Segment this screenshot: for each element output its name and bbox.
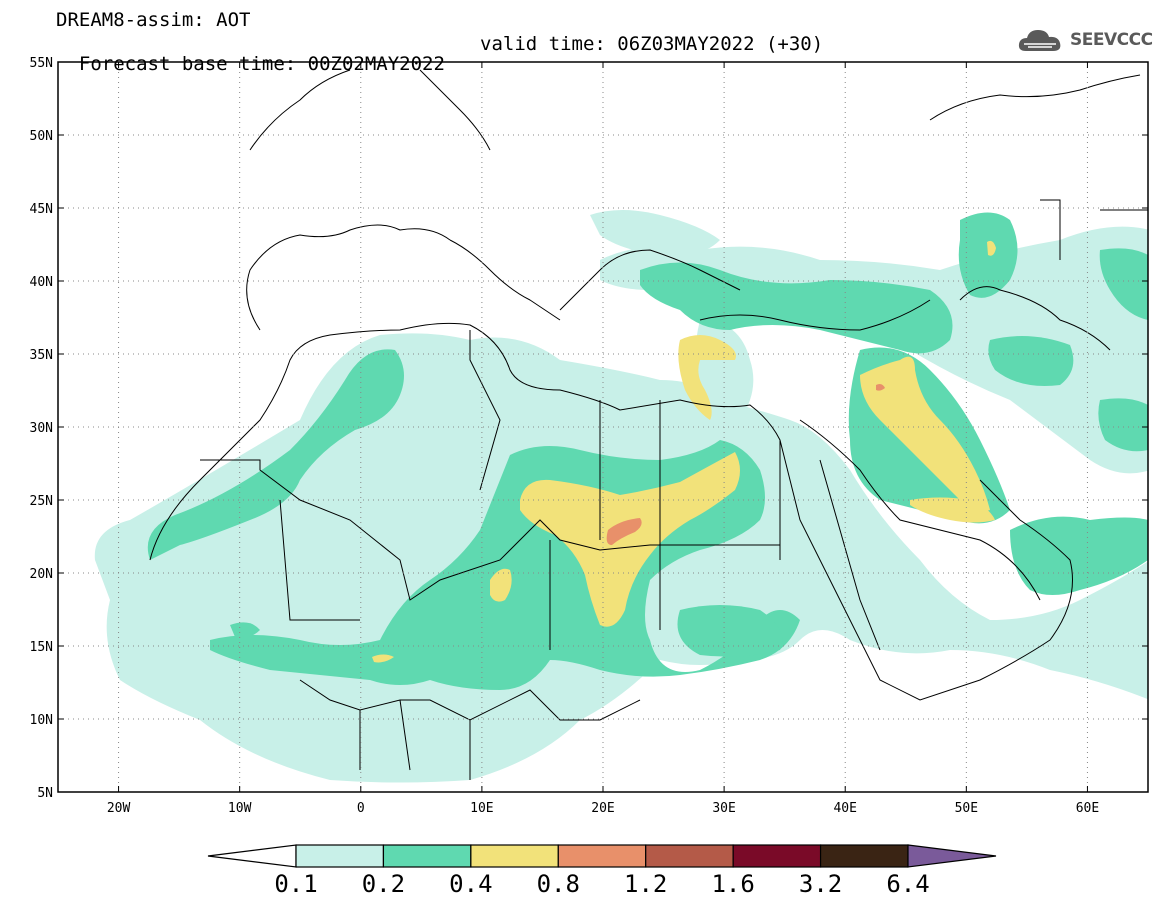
aot-level-0.4 bbox=[372, 240, 996, 663]
lon-label: 50E bbox=[955, 801, 978, 816]
lat-label: 5N bbox=[37, 786, 53, 801]
coastlines bbox=[149, 69, 1148, 780]
lat-label: 40N bbox=[30, 275, 53, 290]
chart-title: DREAM8-assim: AOT bbox=[56, 9, 251, 31]
cloud-icon bbox=[1018, 30, 1061, 51]
aot-contours bbox=[58, 62, 1148, 792]
lat-label: 25N bbox=[30, 494, 53, 509]
colorbar: 0.1 0.2 0.4 0.8 1.2 1.6 3.2 6.4 bbox=[207, 844, 997, 898]
forecast-time-line: Forecast base time: 00Z02MAY2022 valid t… bbox=[56, 34, 823, 94]
lat-label: 35N bbox=[30, 348, 53, 363]
lat-label: 55N bbox=[30, 56, 53, 71]
lon-label: 20W bbox=[107, 801, 131, 816]
colorbar-box bbox=[295, 844, 385, 868]
lat-label: 30N bbox=[30, 421, 53, 436]
lat-label: 20N bbox=[30, 567, 53, 582]
axes: 55N 50N 45N 40N 35N 30N 25N 20N 15N 10N 5N 20W 10W 0 1… bbox=[30, 56, 1148, 816]
lon-label: 0 bbox=[357, 801, 365, 816]
logo-text: SEEVCCC bbox=[1070, 30, 1153, 50]
lat-label: 50N bbox=[30, 129, 53, 144]
colorbar-label: 0.8 bbox=[537, 870, 580, 898]
lon-label: 30E bbox=[712, 801, 735, 816]
colorbar-high-triangle bbox=[907, 844, 997, 868]
colorbar-box bbox=[382, 844, 472, 868]
colorbar-box bbox=[645, 844, 734, 868]
colorbar-label: 3.2 bbox=[799, 870, 842, 898]
lon-label: 60E bbox=[1076, 801, 1099, 816]
lon-label: 10E bbox=[470, 801, 493, 816]
lon-label: 40E bbox=[833, 801, 856, 816]
colorbar-label: 6.4 bbox=[886, 870, 929, 898]
lon-label: 10W bbox=[228, 801, 252, 816]
lat-label: 15N bbox=[30, 640, 53, 655]
colorbar-label: 1.6 bbox=[711, 870, 754, 898]
colorbar-low-triangle bbox=[207, 844, 297, 868]
lat-label: 10N bbox=[30, 713, 53, 728]
valid-time-label: valid time: 06Z03MAY2022 (+30) bbox=[480, 33, 824, 55]
colorbar-label: 0.1 bbox=[274, 870, 317, 898]
colorbar-box bbox=[819, 844, 909, 868]
colorbar-label: 1.2 bbox=[624, 870, 667, 898]
colorbar-box bbox=[470, 844, 559, 868]
colorbar-label: 0.4 bbox=[449, 870, 492, 898]
aot-level-0.8 bbox=[606, 384, 885, 545]
seevccc-logo: SEEVCCC bbox=[1016, 22, 1153, 58]
colorbar-box bbox=[557, 844, 647, 868]
base-time-label: Forecast base time: 00Z02MAY2022 bbox=[78, 53, 445, 75]
colorbar-label: 0.2 bbox=[362, 870, 405, 898]
grid-lines bbox=[58, 62, 1148, 792]
lon-label: 20E bbox=[591, 801, 614, 816]
lat-label: 45N bbox=[30, 202, 53, 217]
colorbar-box bbox=[732, 844, 822, 868]
